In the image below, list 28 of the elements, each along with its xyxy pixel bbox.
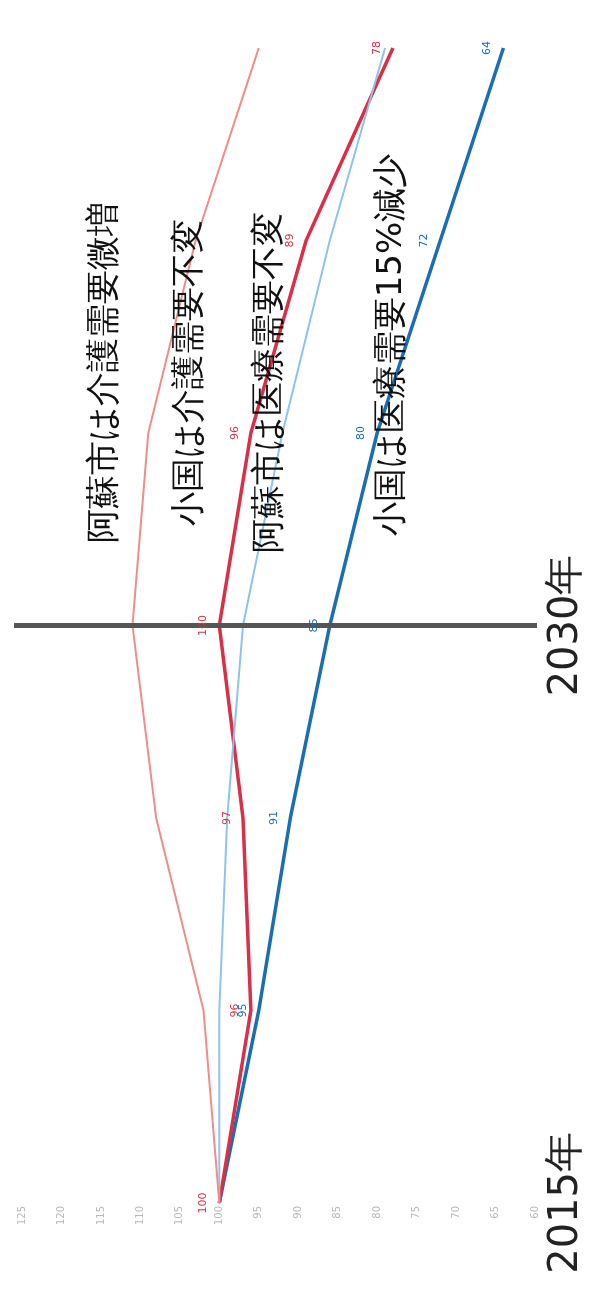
y-tick-label: 2015年 <box>540 1132 587 1274</box>
data-label: 100 <box>196 614 210 636</box>
x-tick-label: 85 <box>331 1205 343 1219</box>
x-tick-label: 65 <box>489 1205 501 1219</box>
annotation: 小国は医療需要15%減少 <box>368 153 409 537</box>
data-label: 78 <box>369 41 383 55</box>
x-tick-label: 115 <box>94 1205 106 1226</box>
data-label: 72 <box>417 233 431 248</box>
data-label: 64 <box>480 41 494 55</box>
x-tick-label: 70 <box>449 1205 461 1219</box>
x-tick-label: 100 <box>212 1205 224 1226</box>
x-tick-label: 125 <box>15 1205 27 1226</box>
y-tick-label: 2030年 <box>540 554 587 697</box>
data-label: 97 <box>219 810 233 825</box>
x-tick-label: 120 <box>55 1205 67 1226</box>
data-label: 86 <box>306 618 320 633</box>
data-label: 96 <box>227 425 241 440</box>
x-tick-label: 90 <box>291 1205 303 1219</box>
annotation: 小国は介護需要不変 <box>166 218 207 526</box>
x-tick-label: 80 <box>370 1205 382 1219</box>
data-label: 80 <box>354 425 368 440</box>
annotation: 阿蘇市は介護需要微増 <box>81 201 122 543</box>
x-tick-label: 110 <box>133 1205 145 1226</box>
x-tick-label: 75 <box>410 1205 422 1219</box>
x-tick-label: 60 <box>528 1205 540 1219</box>
x-tick-label: 95 <box>252 1205 264 1219</box>
x-tick-label: 105 <box>173 1205 185 1226</box>
data-label: 91 <box>267 810 281 825</box>
